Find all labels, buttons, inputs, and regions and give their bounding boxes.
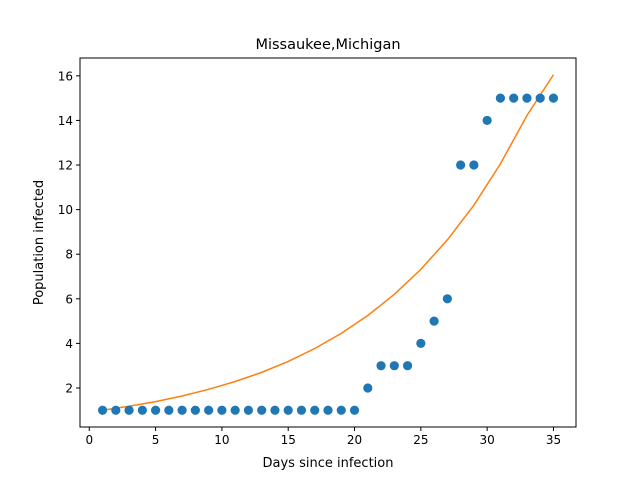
- fit-curve-line: [102, 74, 555, 412]
- data-point: [283, 405, 293, 415]
- data-point: [349, 405, 360, 415]
- fit-line-layer: [102, 74, 555, 412]
- data-point: [243, 405, 254, 415]
- data-point: [535, 93, 545, 103]
- data-point: [230, 405, 240, 415]
- x-tick-label: 20: [347, 433, 362, 447]
- y-tick-label: 16: [58, 69, 73, 83]
- plot-background: [80, 58, 576, 427]
- y-tick-label: 6: [65, 292, 73, 306]
- x-tick-label: 30: [480, 433, 495, 447]
- data-point: [363, 383, 373, 393]
- data-point: [217, 405, 227, 415]
- data-point: [270, 405, 280, 415]
- data-point: [310, 405, 320, 415]
- data-point: [137, 405, 147, 415]
- y-tick-label: 14: [58, 114, 73, 128]
- x-tick-label: 0: [85, 433, 93, 447]
- data-point: [164, 405, 174, 415]
- data-point: [257, 405, 267, 415]
- y-axis-ticks: 2 4 6 8 10 12 14 16: [58, 69, 80, 395]
- data-point: [482, 115, 492, 126]
- data-point: [177, 405, 187, 415]
- x-tick-label: 35: [546, 433, 561, 447]
- data-point: [469, 160, 479, 170]
- y-axis-label: Population infected: [32, 180, 47, 305]
- data-point: [495, 93, 506, 103]
- y-tick-label: 10: [58, 203, 73, 217]
- data-point: [442, 294, 452, 304]
- data-point: [509, 93, 519, 103]
- x-tick-label: 25: [413, 433, 428, 447]
- data-point: [336, 405, 346, 415]
- data-point: [429, 316, 439, 326]
- data-point: [111, 405, 121, 415]
- scatter-points-layer: [97, 93, 559, 415]
- data-point: [150, 405, 161, 415]
- data-point: [456, 160, 466, 170]
- data-point: [548, 93, 559, 103]
- data-point: [416, 338, 426, 348]
- x-axis-ticks: 0 5 10 15 20 25 30 35: [85, 427, 561, 447]
- data-point: [323, 405, 333, 415]
- plot-frame: [79, 57, 577, 428]
- y-tick-label: 2: [65, 381, 73, 395]
- data-point: [376, 361, 386, 371]
- x-tick-label: 15: [281, 433, 296, 447]
- data-point: [296, 405, 307, 415]
- x-axis-label: Days since infection: [263, 456, 394, 471]
- data-point: [204, 405, 214, 415]
- y-tick-label: 8: [65, 248, 73, 262]
- x-tick-label: 5: [152, 433, 160, 447]
- data-point: [402, 361, 413, 371]
- x-tick-label: 10: [214, 433, 229, 447]
- y-tick-label: 12: [58, 159, 73, 173]
- y-tick-label: 4: [65, 337, 73, 351]
- data-point: [389, 361, 399, 371]
- data-point: [97, 405, 108, 415]
- data-point: [124, 405, 134, 415]
- chart-title: Missaukee,Michigan: [255, 37, 400, 53]
- data-point: [190, 405, 200, 415]
- data-point: [522, 93, 532, 103]
